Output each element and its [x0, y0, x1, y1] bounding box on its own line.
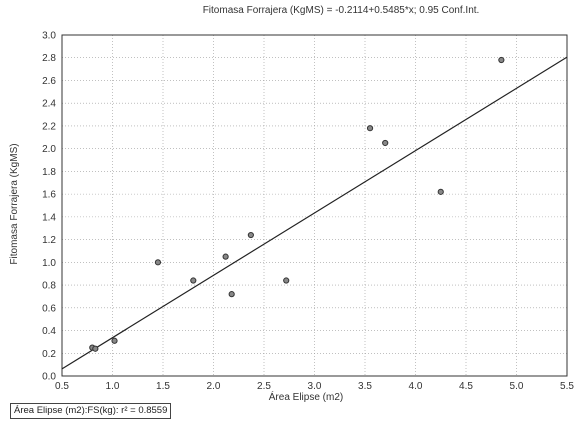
data-point — [190, 277, 197, 284]
y-tick-label: 0.0 — [42, 372, 56, 383]
y-tick-label: 1.6 — [42, 190, 56, 201]
y-axis-label: Fitomasa Forrajera (KgMS) — [9, 143, 20, 264]
x-tick-label: 1.0 — [106, 381, 120, 392]
x-tick-label: 5.5 — [560, 381, 574, 392]
y-tick-label: 1.0 — [42, 258, 56, 269]
y-tick-label: 2.2 — [42, 121, 56, 132]
grid — [61, 34, 568, 377]
y-tick-label: 2.8 — [42, 53, 56, 64]
data-point — [228, 291, 235, 298]
x-tick-labels: 0.5 1.0 1.5 2.0 2.5 3.0 3.5 4.0 4.5 5.0 5.5 — [55, 381, 574, 392]
data-point — [283, 277, 290, 284]
plot-area — [61, 34, 568, 377]
x-tick-label: 5.0 — [510, 381, 524, 392]
y-tick-label: 0.2 — [42, 349, 56, 360]
y-tick-label: 0.8 — [42, 281, 56, 292]
y-tick-label: 1.8 — [42, 167, 56, 178]
data-point — [111, 337, 118, 344]
data-point — [222, 253, 229, 260]
y-tick-label: 1.2 — [42, 235, 56, 246]
data-point — [437, 188, 444, 195]
x-tick-label: 2.0 — [207, 381, 221, 392]
y-tick-label: 2.4 — [42, 99, 56, 110]
y-tick-label: 0.6 — [42, 303, 56, 314]
x-tick-label: 4.5 — [459, 381, 473, 392]
data-point — [92, 345, 99, 352]
y-tick-labels: 0.0 0.2 0.4 0.6 0.8 1.0 1.2 1.4 1.6 1.8 2.0 2.2 2.4 2… — [42, 31, 56, 383]
y-tick-label: 2.6 — [42, 76, 56, 87]
y-tick-label: 0.4 — [42, 326, 56, 337]
x-tick-label: 1.5 — [156, 381, 170, 392]
y-tick-label: 2.0 — [42, 144, 56, 155]
data-point — [498, 56, 505, 64]
x-tick-label: 3.5 — [358, 381, 372, 392]
x-axis-label: Área Elipse (m2) — [269, 390, 343, 403]
x-tick-label: 4.0 — [409, 381, 423, 392]
x-tick-label: 2.5 — [257, 381, 271, 392]
legend: Área Elipse (m2):FS(kg): r² = 0.8559 — [10, 403, 172, 419]
data-point — [366, 125, 374, 132]
regression-line — [61, 56, 568, 370]
x-tick-label: 3.0 — [308, 381, 322, 392]
data-point — [382, 139, 389, 147]
data-point — [154, 259, 162, 266]
y-tick-label: 1.4 — [42, 212, 56, 223]
chart-title: Fitomasa Forrajera (KgMS) = -0.2114+0.54… — [203, 5, 480, 16]
data-points — [89, 56, 505, 352]
y-tick-label: 3.0 — [42, 31, 56, 42]
x-tick-label: 0.5 — [55, 381, 69, 392]
data-point — [247, 231, 254, 239]
